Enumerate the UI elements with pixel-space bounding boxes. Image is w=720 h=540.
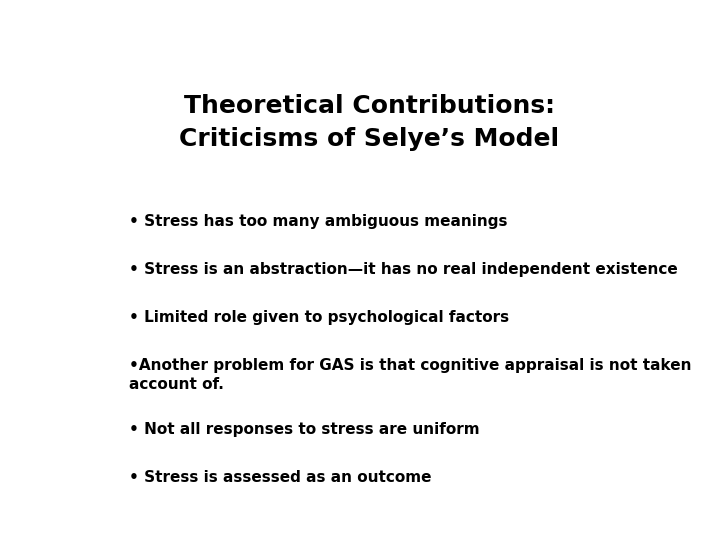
Text: • Limited role given to psychological factors: • Limited role given to psychological fa…: [129, 310, 509, 325]
Text: • Not all responses to stress are uniform: • Not all responses to stress are unifor…: [129, 422, 480, 437]
Text: • Stress is an abstraction—it has no real independent existence: • Stress is an abstraction—it has no rea…: [129, 262, 678, 278]
Text: Theoretical Contributions:
Criticisms of Selye’s Model: Theoretical Contributions: Criticisms of…: [179, 94, 559, 151]
Text: • Stress is assessed as an outcome: • Stress is assessed as an outcome: [129, 470, 431, 485]
Text: •Another problem for GAS is that cognitive appraisal is not taken
account of.: •Another problem for GAS is that cogniti…: [129, 358, 691, 392]
Text: • Stress has too many ambiguous meanings: • Stress has too many ambiguous meanings: [129, 214, 508, 230]
